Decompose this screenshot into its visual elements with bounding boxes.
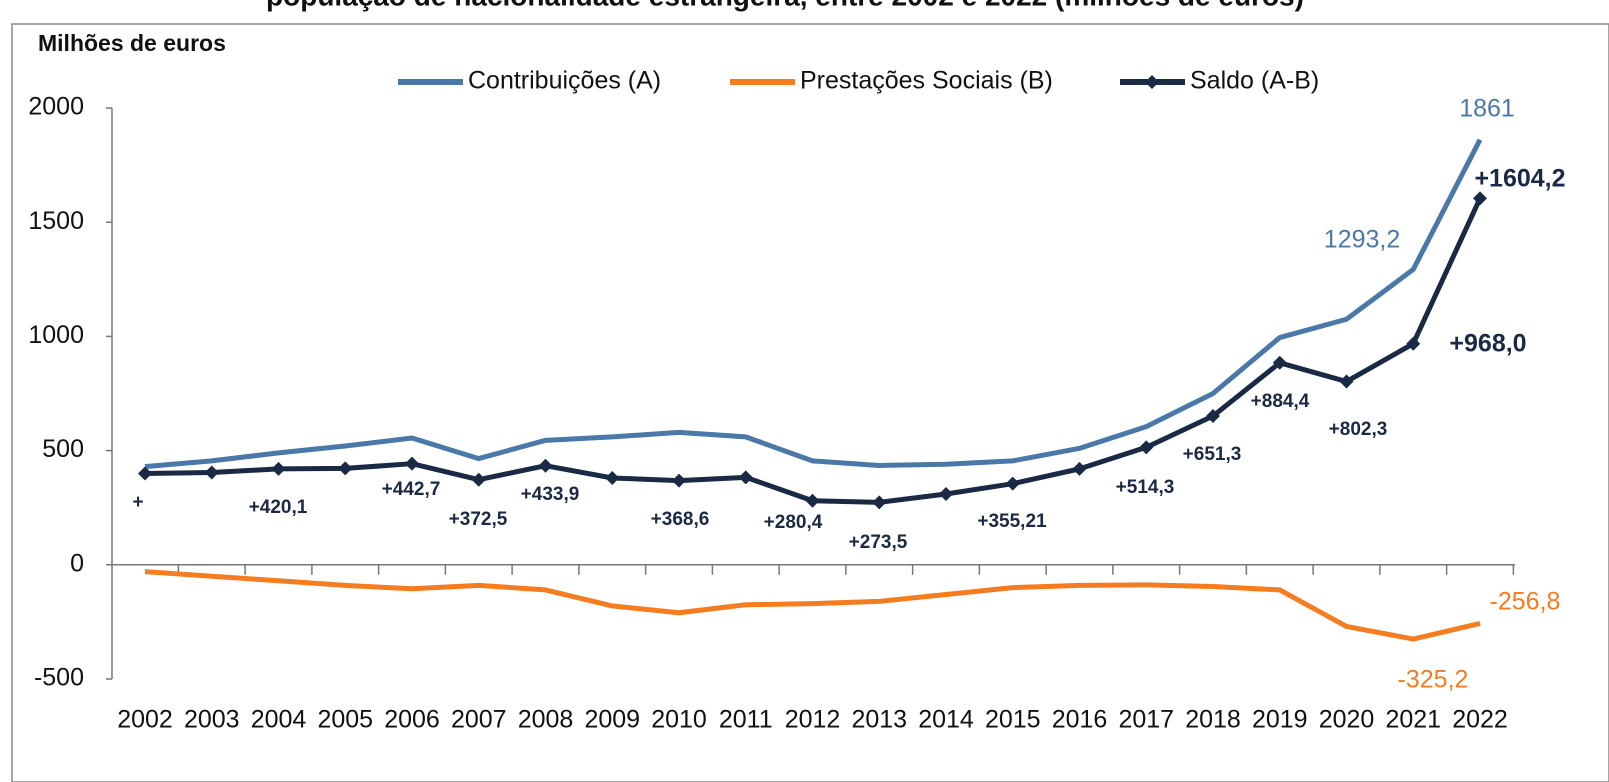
chart-frame	[11, 23, 1609, 782]
point-marker	[405, 456, 419, 471]
point-marker	[1406, 336, 1421, 351]
x-tick-label: 2002	[117, 706, 173, 734]
data-label: +884,4	[1251, 391, 1310, 412]
data-label: +355,21	[977, 511, 1047, 532]
point-marker	[1473, 191, 1487, 206]
data-label: +273,5	[849, 532, 908, 553]
legend-label: Contribuições (A)	[468, 67, 661, 95]
x-tick-label: 2011	[719, 706, 773, 734]
x-tick-label: 2007	[451, 706, 507, 734]
x-tick-label: 2020	[1319, 706, 1375, 734]
x-tick-label: 2016	[1052, 706, 1108, 734]
data-label: +368,6	[651, 509, 710, 530]
y-tick-label: 1000	[28, 321, 84, 349]
data-label: +802,3	[1329, 419, 1388, 440]
point-marker	[1005, 476, 1020, 491]
x-tick-label: 2005	[317, 706, 373, 734]
data-label: -325,2	[1398, 666, 1469, 694]
x-tick-label: 2015	[985, 706, 1041, 734]
legend-label: Saldo (A-B)	[1190, 67, 1319, 95]
data-label: -256,8	[1490, 588, 1561, 616]
point-marker	[471, 472, 486, 487]
point-marker	[138, 466, 152, 481]
data-label: +420,1	[249, 497, 308, 518]
x-tick-label: 2013	[851, 706, 907, 734]
x-tick-label: 2022	[1452, 706, 1508, 734]
data-label: +442,7	[382, 479, 441, 500]
point-marker	[538, 458, 553, 473]
data-label: +1604,2	[1474, 165, 1565, 193]
point-marker	[204, 465, 219, 480]
point-marker	[1072, 461, 1087, 476]
x-tick-label: 2006	[384, 706, 440, 734]
y-tick-label: 2000	[28, 93, 84, 121]
data-label: 1861	[1459, 95, 1515, 123]
data-label: +280,4	[764, 512, 823, 533]
y-tick-label: 1500	[28, 207, 84, 235]
point-marker	[672, 473, 686, 488]
point-marker	[738, 470, 753, 485]
x-tick-label: 2014	[918, 706, 974, 734]
x-tick-label: 2012	[785, 706, 841, 734]
y-axis-label: Milhões de euros	[38, 30, 226, 56]
series-line	[144, 569, 1481, 642]
y-tick-label: -500	[34, 664, 84, 692]
y-tick-label: 0	[70, 549, 84, 577]
x-tick-label: 2009	[584, 706, 640, 734]
x-tick-label: 2017	[1118, 706, 1174, 734]
legend-marker	[1145, 75, 1159, 89]
point-marker	[805, 493, 820, 508]
x-tick-label: 2021	[1385, 706, 1441, 734]
point-marker	[271, 461, 286, 476]
series-line	[144, 138, 1483, 470]
data-label: +	[132, 492, 143, 513]
point-marker	[1206, 409, 1220, 424]
point-marker	[1272, 355, 1287, 370]
y-tick-label: 500	[42, 435, 84, 463]
x-tick-label: 2003	[184, 706, 240, 734]
x-tick-label: 2019	[1252, 706, 1308, 734]
title-backdrop	[0, 0, 1609, 22]
data-label: +968,0	[1449, 330, 1526, 358]
x-tick-label: 2018	[1185, 706, 1241, 734]
point-marker	[939, 486, 953, 501]
series-line	[144, 197, 1483, 505]
x-tick-label: 2004	[251, 706, 307, 734]
x-tick-label: 2010	[651, 706, 707, 734]
chart-title: população de nacionalidade estrangeira, …	[266, 0, 1304, 11]
x-tick-label: 2008	[518, 706, 574, 734]
data-label: +651,3	[1183, 444, 1242, 465]
point-marker	[338, 461, 353, 476]
legend-label: Prestações Sociais (B)	[800, 67, 1053, 95]
data-label: 1293,2	[1324, 226, 1400, 254]
point-marker	[1139, 440, 1154, 455]
data-label: +433,9	[521, 484, 580, 505]
point-marker	[872, 495, 887, 510]
data-label: +372,5	[449, 509, 508, 530]
data-label: +514,3	[1116, 477, 1175, 498]
point-marker	[605, 471, 620, 486]
point-marker	[1339, 374, 1354, 389]
